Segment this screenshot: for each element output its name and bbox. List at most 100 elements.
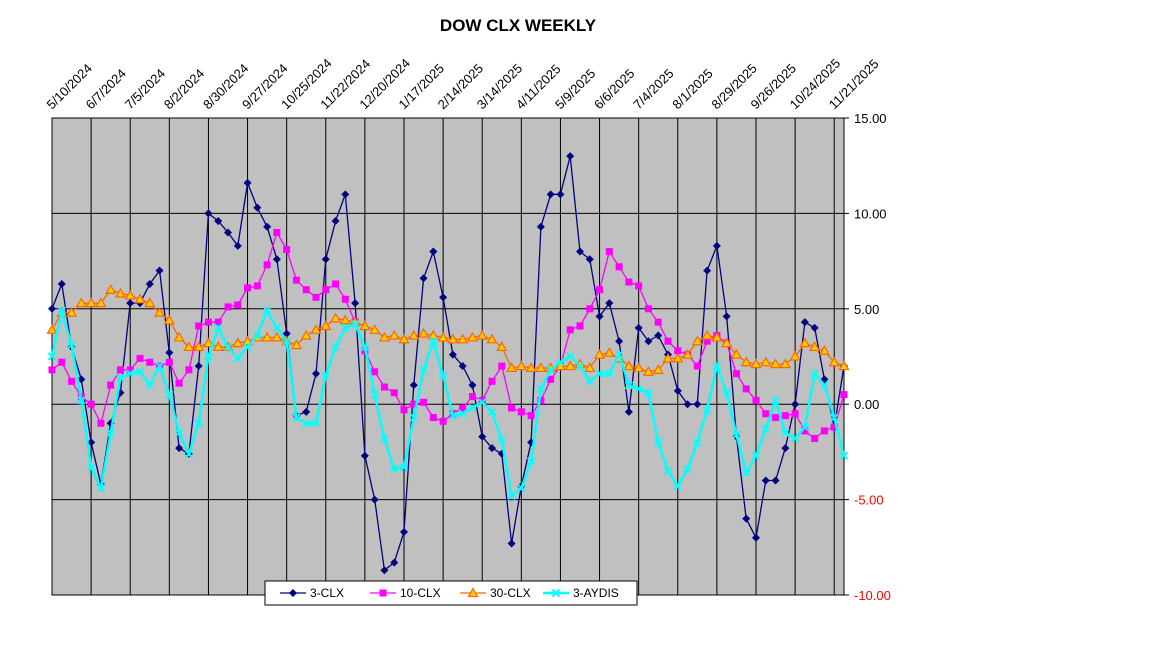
point-3-aydis [155, 361, 164, 371]
point-30-clx [124, 289, 136, 300]
point-30-clx [466, 331, 478, 342]
point-3-aydis [683, 464, 692, 474]
point-3-aydis [448, 411, 458, 420]
point-10-clx [214, 318, 222, 326]
x-axis-ticks: 5/10/20246/7/20247/5/20248/2/20248/30/20… [44, 55, 882, 112]
point-3-aydis [331, 342, 340, 352]
point-10-clx [772, 414, 780, 422]
series-line-3-clx [51, 156, 845, 572]
point-30-clx [584, 362, 596, 373]
point-3-aydis [830, 413, 839, 422]
point-3-clx [800, 318, 809, 327]
x-tick-label: 7/4/2025 [630, 66, 676, 112]
point-3-aydis [214, 323, 223, 333]
legend-marker-30-clx [467, 587, 479, 598]
point-10-clx [566, 326, 574, 334]
point-30-clx [496, 341, 508, 352]
point-3-aydis [126, 369, 135, 378]
point-3-clx [566, 152, 575, 161]
point-3-clx [243, 178, 252, 187]
point-10-clx [195, 322, 203, 330]
point-3-clx [302, 407, 311, 416]
point-3-aydis [145, 380, 154, 390]
point-3-aydis [566, 352, 575, 361]
point-3-clx [605, 299, 614, 308]
point-30-clx [339, 314, 351, 325]
point-3-aydis [311, 419, 321, 428]
y-tick-label: -10.00 [854, 588, 891, 603]
point-3-aydis [262, 306, 272, 315]
point-30-clx [740, 356, 752, 367]
point-30-clx [672, 352, 684, 363]
point-3-clx [781, 444, 790, 453]
point-3-aydis [409, 413, 418, 422]
point-30-clx [369, 324, 381, 334]
point-30-clx [691, 335, 703, 346]
point-3-clx [468, 381, 477, 390]
point-3-clx [556, 190, 565, 199]
point-10-clx [204, 318, 212, 326]
point-30-clx [701, 329, 713, 340]
legend-marker-3-clx [289, 589, 297, 597]
point-30-clx [398, 333, 410, 344]
point-3-aydis [663, 466, 673, 476]
point-3-clx [771, 476, 780, 485]
point-10-clx [253, 282, 261, 290]
point-3-clx [253, 203, 262, 212]
series-group [46, 152, 850, 575]
point-3-aydis [585, 377, 594, 386]
point-3-aydis [165, 390, 174, 399]
point-3-aydis [282, 337, 291, 346]
point-30-clx [173, 331, 185, 342]
point-10-clx [283, 246, 291, 254]
point-10-clx [527, 412, 535, 420]
point-30-clx [809, 341, 821, 352]
point-3-aydis [419, 365, 428, 375]
point-30-clx [183, 341, 195, 352]
point-3-clx [576, 247, 584, 256]
series-line-10-clx [51, 230, 845, 440]
point-3-clx [233, 241, 242, 250]
point-10-clx [644, 305, 652, 313]
point-30-clx [779, 358, 791, 369]
point-10-clx [312, 293, 320, 301]
point-3-clx [263, 222, 272, 231]
point-3-clx [321, 255, 330, 264]
chart-title: DOW CLX WEEKLY [440, 16, 597, 35]
point-3-clx [194, 362, 203, 371]
point-10-clx [420, 398, 428, 406]
point-10-clx [116, 366, 124, 374]
point-3-clx [624, 407, 633, 416]
point-10-clx [605, 248, 613, 256]
point-3-clx [380, 566, 389, 575]
point-3-aydis [253, 331, 262, 340]
point-3-aydis [341, 323, 350, 333]
point-30-clx [750, 358, 762, 369]
y-tick-label: 0.00 [854, 397, 879, 412]
point-30-clx [261, 331, 273, 342]
point-3-aydis [204, 352, 213, 361]
point-10-clx [165, 358, 173, 366]
x-tick-label: 7/5/2024 [122, 66, 168, 112]
point-3-aydis [233, 354, 242, 363]
point-3-clx [429, 247, 438, 256]
point-3-aydis [458, 409, 467, 418]
point-10-clx [410, 400, 418, 408]
point-30-clx [564, 360, 576, 371]
point-3-clx [644, 337, 653, 346]
point-10-clx [468, 393, 476, 401]
point-10-clx [341, 295, 349, 303]
point-10-clx [400, 406, 408, 414]
y-tick-label: -5.00 [854, 493, 884, 508]
point-3-aydis [302, 419, 311, 428]
point-10-clx [380, 383, 388, 391]
point-30-clx [682, 348, 694, 359]
point-30-clx [193, 341, 205, 352]
point-30-clx [770, 358, 782, 369]
point-3-aydis [272, 323, 282, 333]
point-10-clx [498, 362, 506, 370]
point-3-aydis [399, 462, 409, 472]
point-3-clx [331, 217, 340, 226]
point-3-aydis [673, 482, 682, 491]
